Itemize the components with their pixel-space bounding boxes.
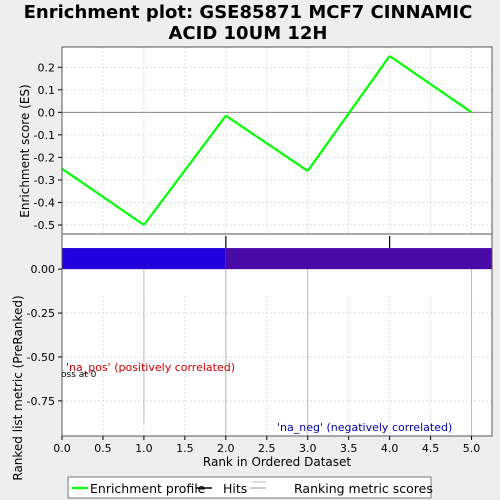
x-tick-label: 1.5 bbox=[176, 442, 194, 455]
pos-correlated-label: 'na_pos' (positively correlated) bbox=[66, 361, 235, 374]
enrichment-profile-segment bbox=[143, 115, 227, 226]
ranked-metric-panel: 0.00 -0.25 -0.50 -0.75 0.0 0.5 1.0 1.5 2.0 2.5 3.0… bbox=[27, 233, 493, 455]
x-tick-label: 4.5 bbox=[422, 442, 440, 455]
top-y-tick-label: -0.2 bbox=[34, 151, 55, 164]
zero-cross-label: oss at 0 bbox=[61, 370, 97, 380]
neg-correlated-label: 'na_neg' (negatively correlated) bbox=[277, 421, 452, 434]
x-tick-label: 0.0 bbox=[53, 442, 71, 455]
top-y-tick-label: 0.0 bbox=[38, 106, 56, 119]
legend-label: Enrichment profile bbox=[90, 481, 206, 496]
x-tick-label: 2.5 bbox=[258, 442, 276, 455]
top-y-tick-label: 0.1 bbox=[38, 84, 56, 97]
chart-title-line1: Enrichment plot: GSE85871 MCF7 CINNAMIC bbox=[24, 2, 473, 23]
top-y-axis-label: Enrichment score (ES) bbox=[18, 84, 32, 217]
x-axis-label: Rank in Ordered Dataset bbox=[203, 455, 351, 469]
bottom-y-axis-label: Ranked list metric (PreRanked) bbox=[11, 295, 25, 480]
bottom-y-tick-label: -0.25 bbox=[27, 307, 55, 320]
bottom-y-tick-label: 0.00 bbox=[31, 263, 56, 276]
enrichment-profile-segment bbox=[388, 55, 473, 114]
enrichment-profile-segment bbox=[225, 114, 309, 172]
enrichment-profile-segment bbox=[61, 167, 145, 226]
top-y-tick-label: -0.1 bbox=[34, 129, 55, 142]
top-plot-area bbox=[62, 47, 492, 234]
top-y-tick-label: -0.3 bbox=[34, 174, 55, 187]
enrichment-profile-segment bbox=[306, 55, 391, 172]
x-tick-label: 3.0 bbox=[299, 442, 317, 455]
legend-label: Hits bbox=[223, 481, 247, 496]
bottom-y-tick-label: -0.75 bbox=[27, 395, 55, 408]
chart-title-line2: ACID 10UM 12H bbox=[168, 23, 327, 44]
top-y-tick-label: 0.2 bbox=[38, 61, 56, 74]
x-tick-label: 5.0 bbox=[463, 442, 481, 455]
legend-box bbox=[67, 476, 432, 499]
ranking-heat-bar-negative bbox=[225, 248, 493, 270]
top-y-tick-label: -0.5 bbox=[34, 219, 55, 232]
ranking-heat-bar-positive bbox=[62, 248, 226, 270]
x-tick-label: 3.5 bbox=[340, 442, 358, 455]
enrichment-score-panel: 0.2 0.1 0.0 -0.1 -0.2 -0.3 -0.4 -0.5 bbox=[34, 46, 493, 235]
bottom-y-tick-label: -0.50 bbox=[27, 351, 55, 364]
bottom-plot-frame bbox=[61, 233, 493, 437]
top-y-tick-label: -0.4 bbox=[34, 196, 55, 209]
x-tick-label: 2.0 bbox=[217, 442, 235, 455]
x-tick-label: 0.5 bbox=[94, 442, 112, 455]
x-tick-label: 4.0 bbox=[381, 442, 399, 455]
legend-label: Ranking metric scores bbox=[294, 481, 433, 496]
x-tick-label: 1.0 bbox=[135, 442, 153, 455]
legend: Enrichment profile Hits Ranking metric sco… bbox=[67, 476, 433, 499]
